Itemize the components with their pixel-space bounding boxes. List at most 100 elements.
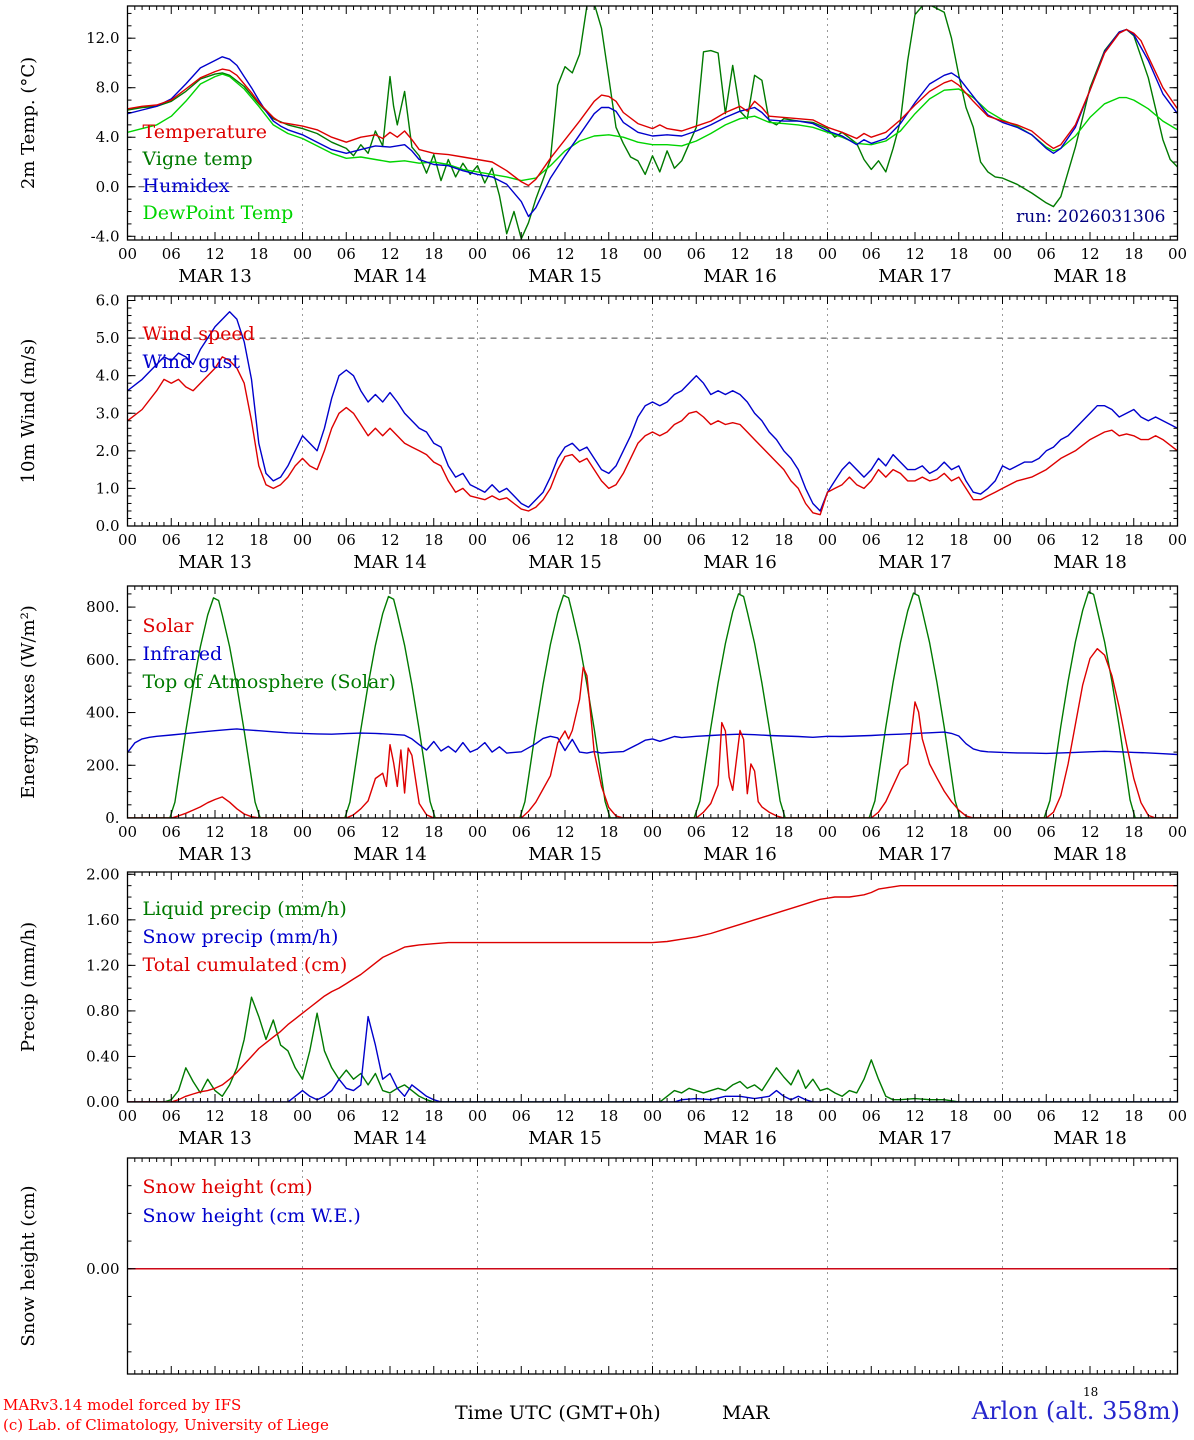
panel-temp: 00 06 12 18 00 06 12 18 00 06 12 18 00 06 12 18 00 06 12 18…	[18, 5, 1187, 287]
x-tick-label: 06	[687, 531, 706, 549]
legend-dewpoint-temp: DewPoint Temp	[143, 202, 294, 224]
x-tick-label: 18	[1124, 245, 1143, 263]
x-tick-label: 12	[1080, 245, 1099, 263]
y-tick-label: 4.0	[96, 367, 120, 385]
day-label: MAR 17	[878, 844, 952, 865]
panel-flux: 00 06 12 18 00 06 12 18 00 06 12 18 00 06 12 18 00 06 12 18…	[18, 585, 1187, 865]
precip-series-liquid-precip	[127, 996, 1178, 1102]
legend-temperature: Temperature	[143, 121, 267, 143]
x-tick-label: 00	[293, 1107, 312, 1125]
x-tick-label: 18	[424, 1107, 443, 1125]
x-tick-label: 18	[249, 823, 268, 841]
y-tick-label: 0.	[105, 809, 119, 827]
x-tick-label: 06	[337, 245, 356, 263]
x-tick-label: 06	[512, 1107, 531, 1125]
x-tick-label: 18	[599, 823, 618, 841]
x-tick-label: 18	[424, 823, 443, 841]
y-tick-label: 0.00	[86, 1093, 119, 1111]
x-tick-label: 06	[1037, 1107, 1056, 1125]
x-tick-label: 18	[249, 531, 268, 549]
y-axis-title-temp: 2m Temp. (°C)	[18, 57, 39, 189]
x-tick-label: 18	[949, 1107, 968, 1125]
x-tick-label: 18	[1124, 1107, 1143, 1125]
legend-vigne-temp: Vigne temp	[142, 148, 253, 170]
x-tick-label: 12	[905, 531, 924, 549]
x-tick-label: 06	[337, 823, 356, 841]
footer-day-number: 18	[1083, 1385, 1099, 1399]
x-tick-label: 18	[599, 531, 618, 549]
x-tick-label: 00	[118, 1107, 137, 1125]
day-label: MAR 14	[353, 844, 427, 865]
day-label: MAR 14	[353, 266, 427, 287]
x-tick-label: 12	[205, 1107, 224, 1125]
meteogram-chart: 00 06 12 18 00 06 12 18 00 06 12 18 00 06 12 18 00 06 12 18…	[18, 5, 1187, 1375]
y-axis-title-snow: Snow height (cm)	[18, 1185, 39, 1346]
day-label: MAR 17	[878, 266, 952, 287]
x-tick-label: 00	[643, 531, 662, 549]
legend-humidex: Humidex	[143, 175, 230, 197]
x-tick-label: 00	[1168, 245, 1187, 263]
x-tick-label: 12	[905, 1107, 924, 1125]
x-tick-label: 00	[1168, 823, 1187, 841]
x-tick-label: 12	[1080, 531, 1099, 549]
x-tick-label: 00	[643, 245, 662, 263]
x-tick-label: 12	[555, 1107, 574, 1125]
x-tick-label: 00	[993, 1107, 1012, 1125]
temp-series-temperature	[127, 28, 1178, 187]
day-label: MAR 14	[353, 552, 427, 573]
precip-series-snow-precip	[127, 1015, 1178, 1102]
legend-top-of-atmosphere-solar: Top of Atmosphere (Solar)	[143, 671, 396, 693]
x-tick-label: 00	[118, 245, 137, 263]
x-tick-label: 06	[1037, 531, 1056, 549]
x-tick-label: 12	[380, 531, 399, 549]
y-tick-label: 3.0	[96, 404, 120, 422]
x-tick-label: 18	[949, 531, 968, 549]
x-tick-label: 06	[512, 245, 531, 263]
legend-snow-precip-mm-h: Snow precip (mm/h)	[143, 926, 339, 948]
legend-snow-height-cm-w-e: Snow height (cm W.E.)	[143, 1205, 361, 1227]
x-tick-label: 00	[993, 531, 1012, 549]
x-tick-label: 12	[380, 823, 399, 841]
station-label: Arlon (alt. 358m)	[971, 1397, 1180, 1425]
x-tick-label: 18	[949, 823, 968, 841]
x-tick-label: 06	[862, 245, 881, 263]
x-tick-label: 18	[774, 823, 793, 841]
x-tick-label: 18	[774, 245, 793, 263]
x-tick-label: 18	[949, 245, 968, 263]
day-label: MAR 13	[178, 266, 252, 287]
legend-infrared: Infrared	[143, 643, 223, 665]
temp-series-vigne-temp	[127, 6, 1178, 240]
x-tick-label: 18	[424, 531, 443, 549]
day-label: MAR 14	[353, 1128, 427, 1149]
x-tick-label: 12	[730, 1107, 749, 1125]
x-tick-label: 00	[993, 245, 1012, 263]
x-tick-label: 12	[730, 531, 749, 549]
x-tick-label: 00	[993, 823, 1012, 841]
x-tick-label: 12	[205, 823, 224, 841]
x-tick-label: 00	[293, 531, 312, 549]
y-tick-label: 4.0	[96, 128, 120, 146]
y-tick-label: 2.0	[96, 442, 120, 460]
day-label: MAR 15	[528, 266, 602, 287]
legend-solar: Solar	[143, 615, 195, 637]
x-tick-label: 06	[862, 823, 881, 841]
x-tick-label: 06	[162, 531, 181, 549]
x-tick-label: 06	[1037, 823, 1056, 841]
y-tick-label: 0.00	[86, 1260, 119, 1278]
time-axis-caption: Time UTC (GMT+0h)	[455, 1402, 661, 1424]
x-tick-label: 00	[468, 1107, 487, 1125]
x-tick-label: 06	[162, 1107, 181, 1125]
y-tick-label: 2.00	[86, 865, 119, 883]
legend-wind-speed: Wind speed	[143, 323, 255, 345]
footer-month-label: MAR	[722, 1402, 770, 1424]
x-tick-label: 06	[512, 531, 531, 549]
day-label: MAR 15	[528, 552, 602, 573]
day-label: MAR 15	[528, 1128, 602, 1149]
x-tick-label: 00	[1168, 1107, 1187, 1125]
y-tick-label: 0.0	[96, 517, 120, 535]
x-tick-label: 00	[818, 823, 837, 841]
wind-series-wind-speed	[127, 356, 1178, 516]
day-label: MAR 15	[528, 844, 602, 865]
x-tick-label: 18	[1124, 531, 1143, 549]
y-tick-label: 800.	[86, 598, 119, 616]
